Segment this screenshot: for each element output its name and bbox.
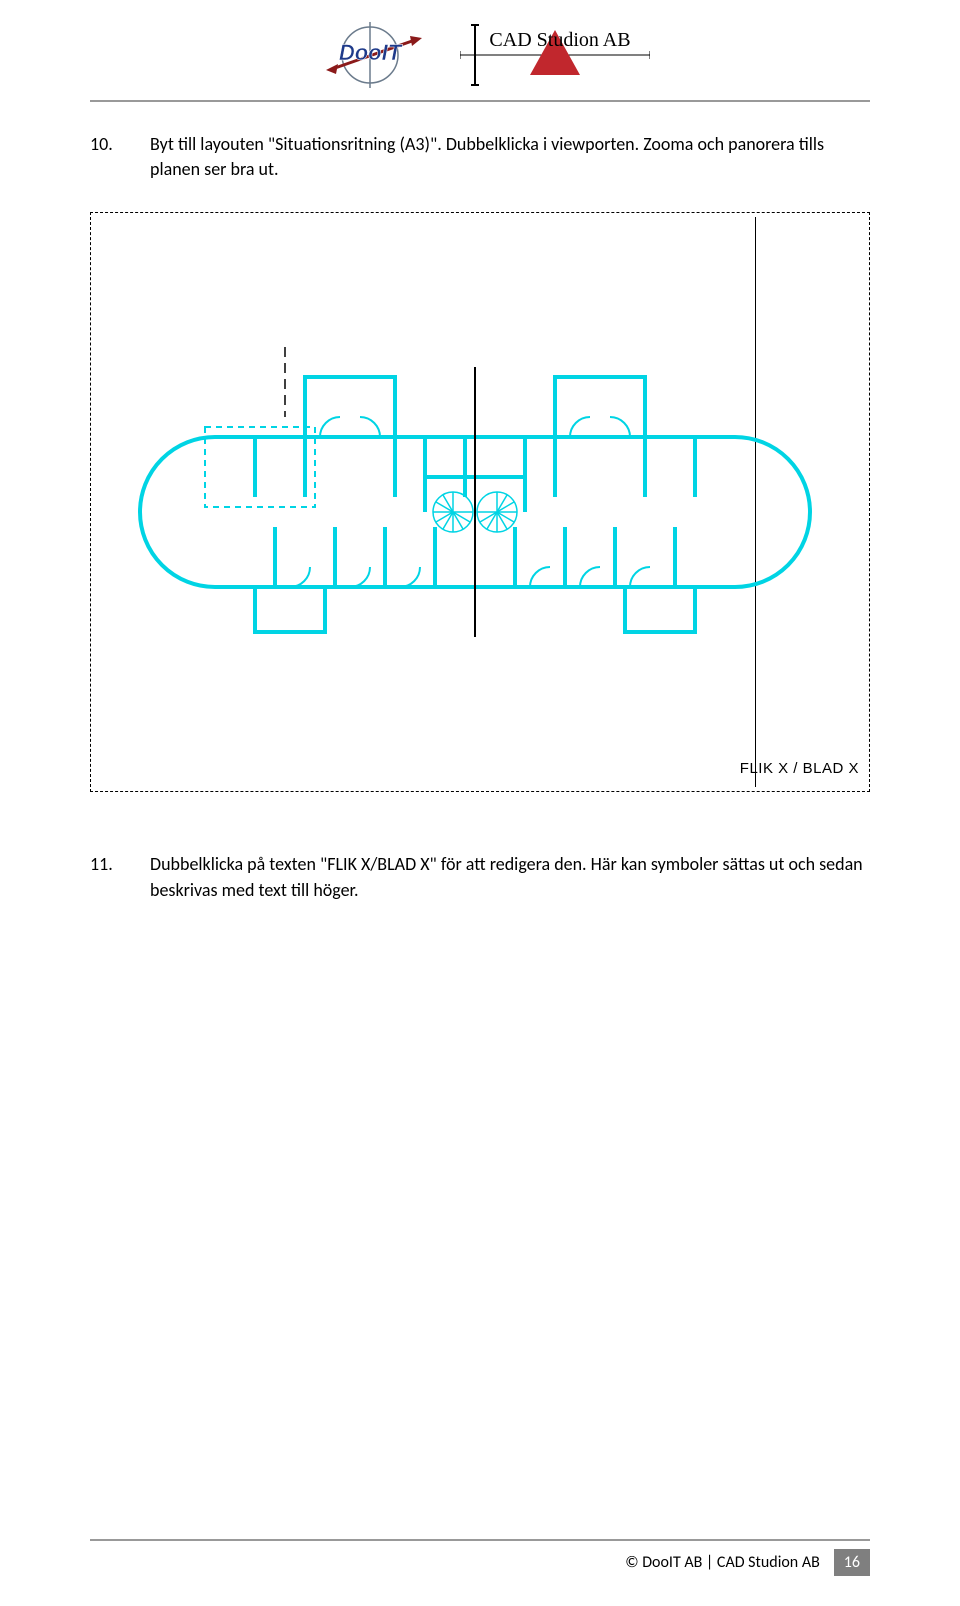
step-number: 11. <box>90 852 150 902</box>
header-separator <box>90 100 870 102</box>
floor-plan-drawing <box>125 347 825 647</box>
footer-separator <box>90 1539 870 1541</box>
step-text: Dubbelklicka på texten "FLIK X/BLAD X" f… <box>150 852 870 902</box>
step-11: 11. Dubbelklicka på texten "FLIK X/BLAD … <box>90 852 870 902</box>
flik-blad-label: FLIK X / BLAD X <box>740 760 859 777</box>
page-footer: © DooIT AB | CAD Studion AB 16 <box>90 1539 870 1576</box>
cad-drawing-frame: FLIK X / BLAD X <box>90 212 870 792</box>
svg-text:DooIT: DooIT <box>339 40 403 65</box>
copyright-text: © DooIT AB | CAD Studion AB <box>625 1553 820 1572</box>
step-number: 10. <box>90 132 150 182</box>
svg-text:CAD Studion AB: CAD Studion AB <box>489 29 630 51</box>
cad-studion-logo: CAD Studion AB <box>460 20 650 90</box>
page-number: 16 <box>834 1549 870 1576</box>
dooit-logo: DooIT <box>310 20 430 90</box>
page-header: DooIT CAD Studion AB <box>90 0 870 100</box>
step-10: 10. Byt till layouten "Situationsritning… <box>90 132 870 182</box>
step-text: Byt till layouten "Situationsritning (A3… <box>150 132 870 182</box>
